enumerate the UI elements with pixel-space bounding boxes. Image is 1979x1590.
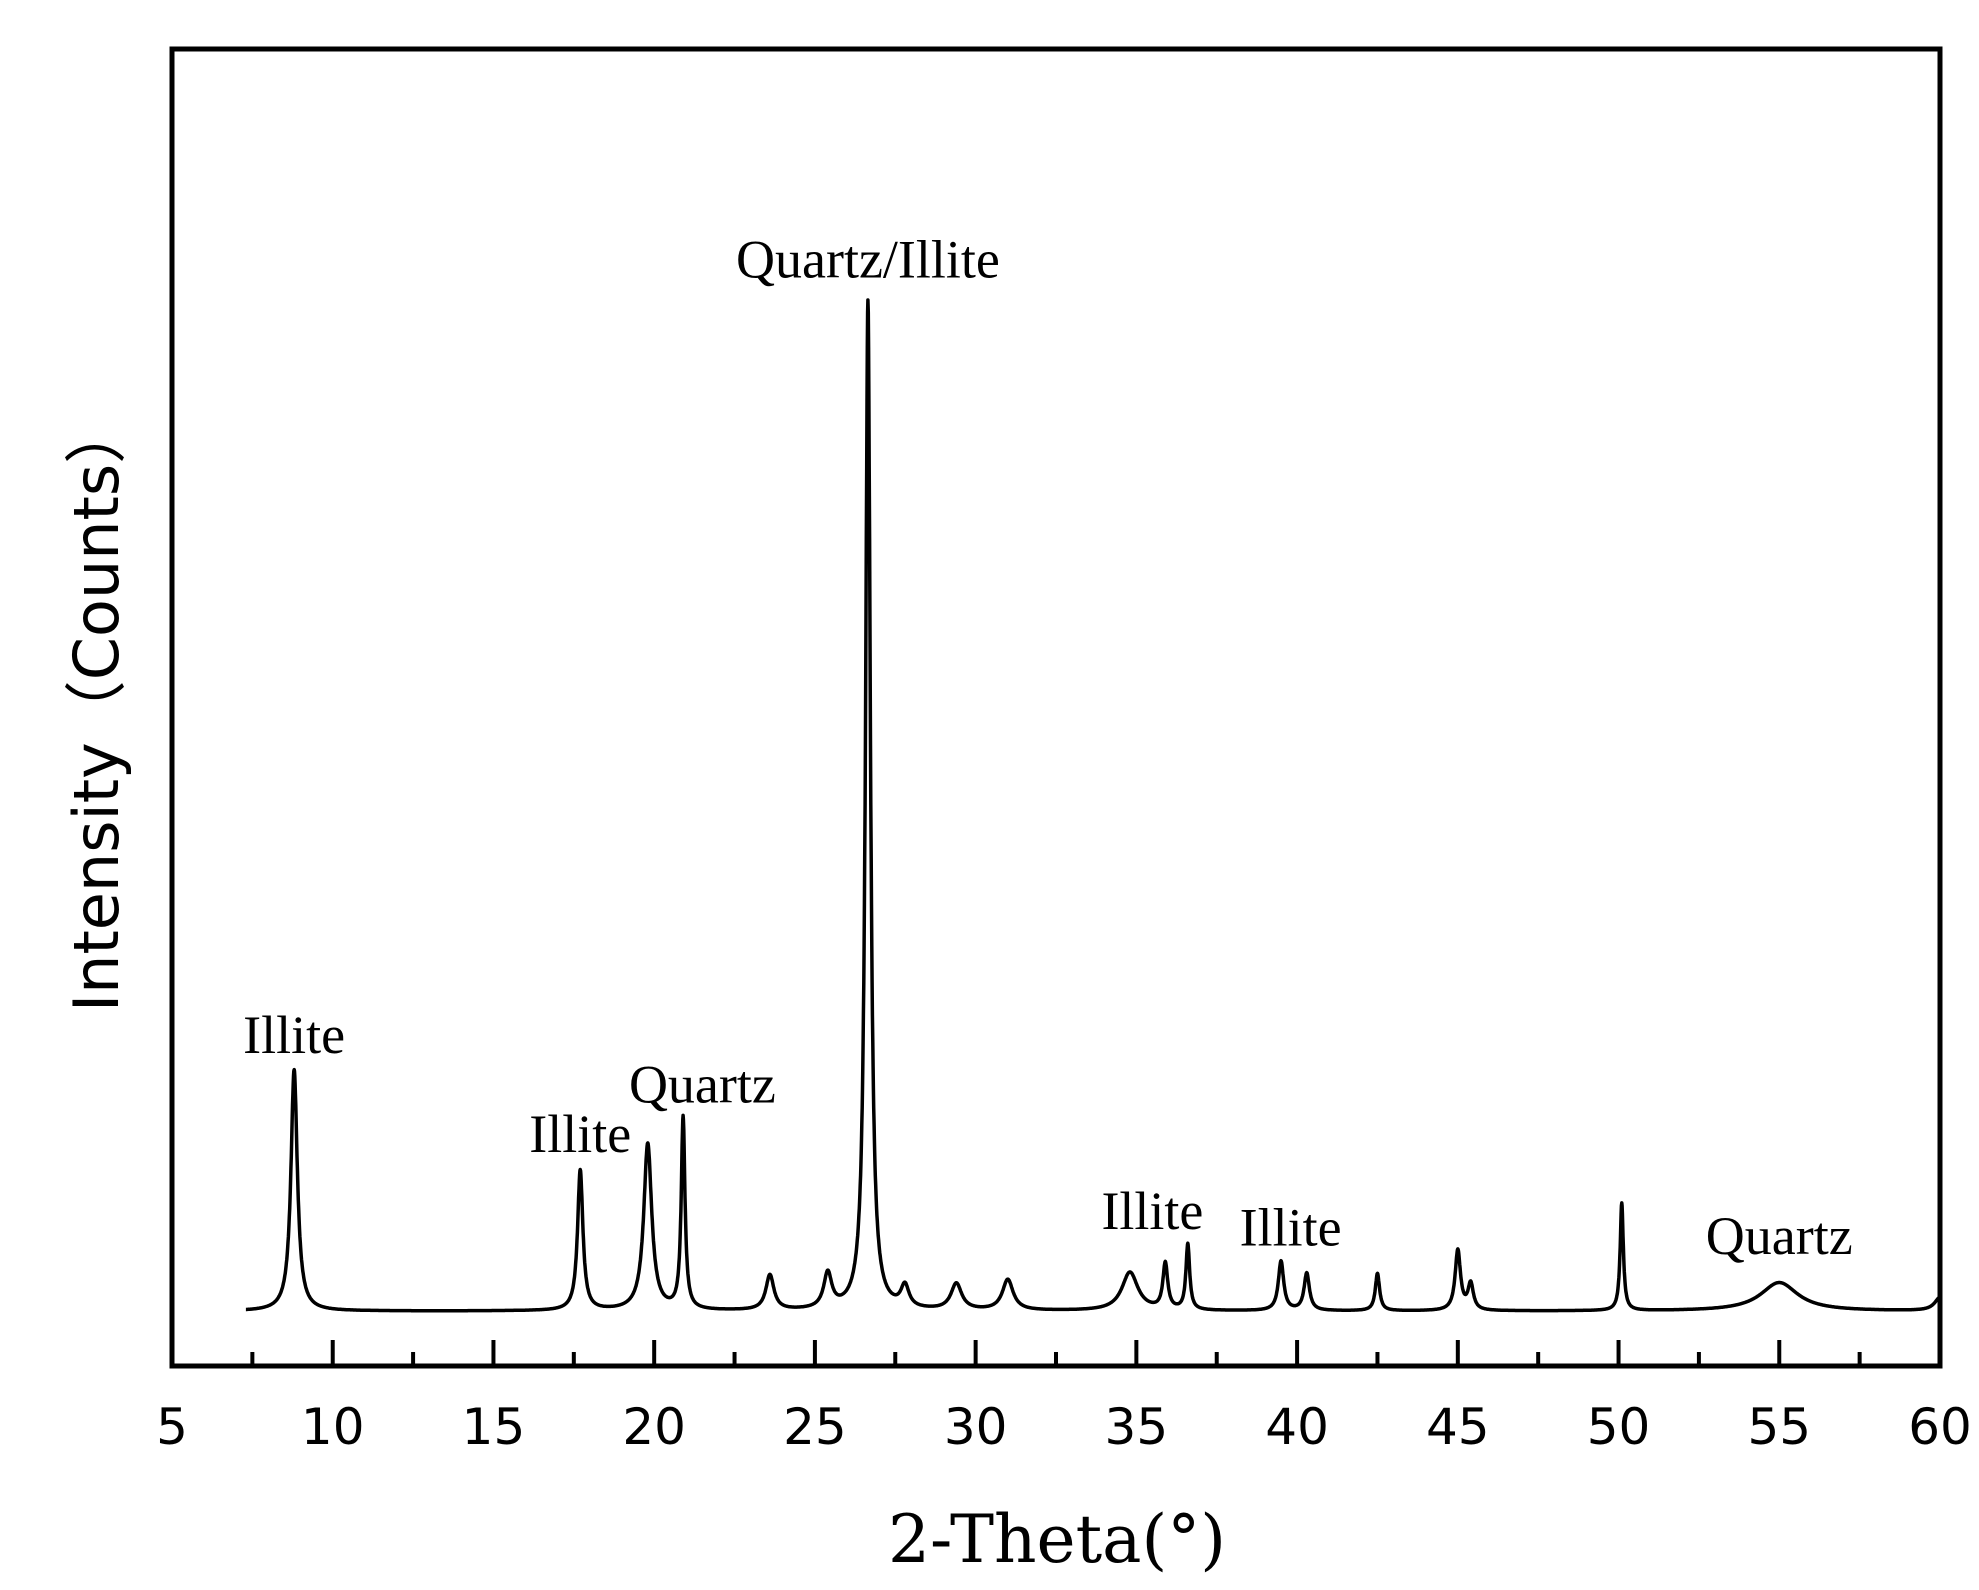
diffraction-pattern-line bbox=[244, 298, 1942, 1313]
plot-frame bbox=[169, 46, 1943, 1369]
peak-annotation: Illite bbox=[243, 1005, 345, 1065]
peak-annotation: Illite bbox=[1240, 1197, 1342, 1257]
x-axis-label: 2-Theta(°) bbox=[888, 1501, 1226, 1578]
peak-annotation: Illite bbox=[1101, 1181, 1203, 1241]
x-tick-label: 5 bbox=[156, 1398, 188, 1456]
x-tick-label: 20 bbox=[622, 1398, 686, 1456]
x-tick-label: 60 bbox=[1908, 1398, 1972, 1456]
x-tick-label: 25 bbox=[783, 1398, 847, 1456]
x-tick-label: 35 bbox=[1105, 1398, 1169, 1456]
x-tick-label: 45 bbox=[1426, 1398, 1490, 1456]
y-axis-label: Intensity（Counts） bbox=[60, 402, 133, 1012]
x-tick-label: 30 bbox=[944, 1398, 1008, 1456]
x-axis-ticks bbox=[170, 1340, 1942, 1366]
x-tick-label: 10 bbox=[301, 1398, 365, 1456]
peak-annotation: Quartz bbox=[629, 1055, 776, 1115]
peak-annotation: Quartz bbox=[1706, 1206, 1853, 1266]
x-tick-label: 40 bbox=[1265, 1398, 1329, 1456]
x-tick-label: 15 bbox=[462, 1398, 526, 1456]
peak-annotation: Quartz/Illite bbox=[736, 229, 1000, 289]
x-tick-label: 55 bbox=[1747, 1398, 1811, 1456]
peak-annotation: Illite bbox=[529, 1104, 631, 1164]
x-axis-tick-labels: 5 10 15 20 25 30 35 40 45 50 55 60 bbox=[156, 1398, 1972, 1456]
x-tick-label: 50 bbox=[1587, 1398, 1651, 1456]
